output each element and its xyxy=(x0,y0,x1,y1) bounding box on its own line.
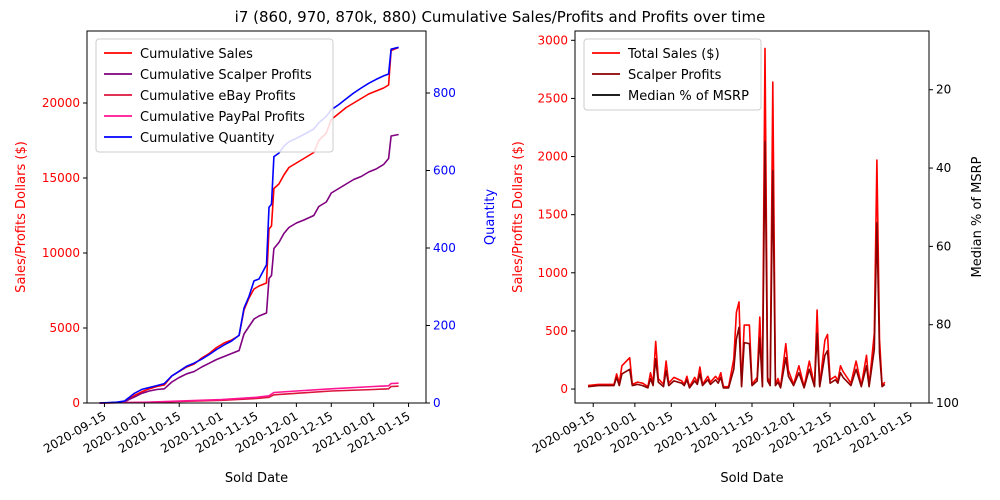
y2-tick-label: 60 xyxy=(936,239,951,253)
series-line-cum-paypal xyxy=(99,382,399,404)
y2-axis-label: Quantity xyxy=(483,189,498,245)
y2-tick-label: 40 xyxy=(936,161,951,175)
legend-box xyxy=(583,38,762,111)
y-tick-label: 5000 xyxy=(49,321,80,335)
series-line-cum-scalper xyxy=(99,133,399,404)
y-tick-label: 2000 xyxy=(537,150,568,164)
y-tick-label: 15000 xyxy=(42,171,80,185)
y-tick-label: 2500 xyxy=(537,91,568,105)
left-chart: 2020-09-152020-10-012020-10-152020-11-01… xyxy=(14,30,498,486)
legend-label: Cumulative Scalper Profits xyxy=(140,68,312,83)
series-line-scalper-profits xyxy=(587,140,886,389)
figure-title: i7 (860, 970, 870k, 880) Cumulative Sale… xyxy=(235,8,766,26)
legend-label: Cumulative Sales xyxy=(140,47,253,62)
y-tick-label: 20000 xyxy=(42,96,80,110)
y-axis-label: Sales/Profits Dollars ($) xyxy=(14,141,29,293)
y-tick-label: 500 xyxy=(545,324,568,338)
y2-tick-label: 200 xyxy=(433,319,456,333)
legend-label: Cumulative eBay Profits xyxy=(140,89,296,104)
legend-label: Cumulative PayPal Profits xyxy=(140,110,305,125)
y-tick-label: 10000 xyxy=(42,246,80,260)
y2-tick-label: 600 xyxy=(433,164,456,178)
x-axis-label: Sold Date xyxy=(225,471,288,486)
y-tick-label: 0 xyxy=(560,382,568,396)
x-axis-label: Sold Date xyxy=(720,471,783,486)
legend-label: Total Sales ($) xyxy=(627,47,720,62)
legend-box xyxy=(95,38,334,153)
y-axis-label: Sales/Profits Dollars ($) xyxy=(511,141,526,293)
y2-tick-label: 100 xyxy=(936,396,959,410)
y2-tick-label: 0 xyxy=(433,396,441,410)
y-tick-label: 0 xyxy=(72,396,80,410)
legend-label: Cumulative Quantity xyxy=(140,131,275,146)
series-line-cum-sales xyxy=(99,46,399,404)
y-tick-label: 3000 xyxy=(537,33,568,47)
y2-axis-label: Median % of MSRP xyxy=(970,156,985,277)
legend-label: Scalper Profits xyxy=(628,68,722,83)
y-tick-label: 1500 xyxy=(537,208,568,222)
series-line-cum-quantity xyxy=(99,46,399,404)
y2-tick-label: 80 xyxy=(936,318,951,332)
right-chart: 2020-09-152020-10-012020-10-152020-11-01… xyxy=(511,30,985,486)
y2-tick-label: 400 xyxy=(433,241,456,255)
y2-tick-label: 800 xyxy=(433,86,456,100)
legend-label: Median % of MSRP xyxy=(628,89,749,104)
y2-tick-label: 20 xyxy=(936,83,951,97)
y-tick-label: 1000 xyxy=(537,266,568,280)
